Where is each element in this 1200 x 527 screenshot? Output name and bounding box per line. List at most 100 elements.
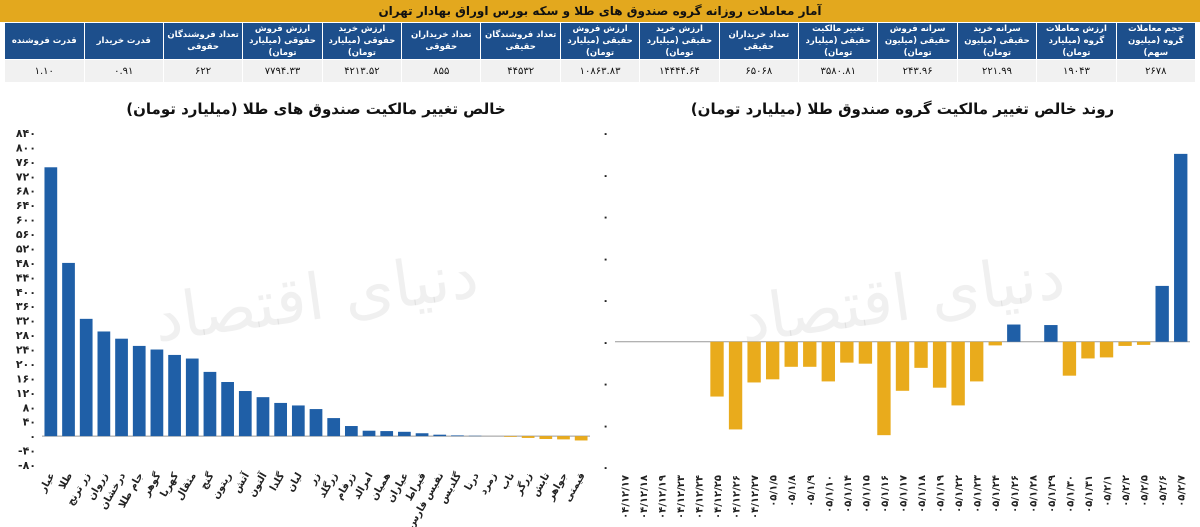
bar	[970, 341, 984, 382]
x-tick-label: ۰۵/۱/۱۵	[861, 475, 872, 513]
y-tick-label: ۲۴۰	[16, 344, 36, 357]
y-tick-label: ۳۶۰	[16, 300, 36, 313]
chart-title: روند خالص تغییر مالکیت گروه صندوق طلا (م…	[691, 100, 1114, 118]
y-tick-label: ۶۴۰	[16, 199, 36, 212]
bar	[574, 436, 588, 441]
y-tick-label: -۸۰	[18, 459, 36, 472]
x-tick-label: عیار	[37, 471, 57, 495]
bar	[840, 341, 854, 363]
x-tick-label: ۰۵/۱/۵	[769, 475, 780, 507]
column-header: ارزش خرید حقوقی (میلیارد تومان)	[321, 22, 403, 60]
x-tick-label: ۰۴/۱۲/۱۹	[657, 475, 668, 519]
y-tick-label: ۵۶۰	[16, 228, 36, 241]
x-tick-label: ۰۴/۱۲/۲۵	[713, 475, 724, 519]
table-cell: ۶۲۲	[162, 59, 244, 83]
bar	[327, 418, 341, 437]
bar	[504, 436, 517, 437]
bar	[1062, 341, 1077, 376]
column-header: حجم معاملات گروه (میلیون سهم)	[1115, 22, 1197, 60]
y-tick-label: ۳۲۰۰	[600, 169, 609, 182]
header-row: حجم معاملات گروه (میلیون سهم) ارزش معاملا…	[4, 22, 1197, 60]
bar	[803, 341, 817, 367]
bar	[1081, 341, 1095, 359]
table-cell: ۱.۱۰	[4, 59, 85, 83]
x-tick-label: ۰۵/۱/۲۴	[991, 475, 1002, 513]
table-cell: ۳۵۸۰.۸۱	[798, 59, 879, 83]
bar	[1136, 341, 1151, 345]
bar	[380, 431, 394, 437]
x-tick-label: ۰۴/۱۲/۲۴	[694, 475, 705, 519]
table-cell: ۷۷۹۴.۳۳	[242, 59, 323, 83]
y-tick-label: ۶۰۰	[16, 214, 36, 227]
column-header: سرانه فروش حقیقی (میلیون تومان)	[877, 22, 958, 60]
table-cell: ۱۴۴۴۴.۶۴	[639, 59, 720, 83]
column-header: ارزش فروش حقیقی (میلیارد تومان)	[559, 22, 641, 60]
y-tick-label: ۲۸۰	[16, 329, 36, 342]
y-tick-label: ۸۰	[23, 401, 36, 414]
x-tick-label: ۰۵/۱/۱۸	[917, 475, 928, 513]
x-tick-label: ۰۵/۱/۱۴	[843, 475, 854, 513]
y-tick-label: -۱۶۰۰	[600, 419, 609, 432]
x-tick-label: ۰۴/۱۲/۱۷	[620, 475, 631, 519]
y-tick-label: ۴۴۰	[16, 271, 36, 284]
x-tick-label: آلتون	[245, 470, 270, 500]
bar	[274, 402, 288, 437]
bar	[877, 341, 891, 436]
column-header: تعداد خریداران حقیقی	[718, 22, 800, 60]
y-tick-label: ۴۰۰	[16, 286, 36, 299]
x-tick-label: ۰۴/۱۲/۲۳	[676, 475, 687, 519]
y-tick-label: ۸۴۰	[16, 127, 36, 140]
bar	[728, 341, 743, 430]
bar	[914, 341, 928, 368]
x-tick-label: ۰۵/۱/۲۶	[1010, 475, 1021, 513]
y-tick-label: ۲۰۰	[16, 358, 36, 371]
column-header: ارزش خرید حقیقی (میلیارد تومان)	[639, 22, 720, 60]
x-tick-label: ۰۵/۲/۷	[1177, 475, 1188, 507]
bar	[451, 435, 464, 437]
y-tick-label: ۵۲۰	[16, 242, 36, 255]
x-tick-label: گنج	[197, 470, 217, 491]
bar	[238, 391, 252, 437]
table-body: ۲۶۷۸ ۱۹۰۴۳ ۲۲۱.۹۹ ۲۴۳.۹۶ ۳۵۸۰.۸۱ ۶۵۰۶۸ ۱۴۴۴۴.۶…	[4, 59, 1197, 83]
table-cell: ۲۲۱.۹۹	[956, 59, 1038, 83]
x-tick-label: ۰۵/۱/۹	[806, 475, 817, 507]
bar	[398, 431, 411, 437]
y-tick-label: ۷۲۰	[16, 170, 36, 183]
table-cell: ۴۲۱۳.۵۲	[321, 59, 403, 83]
y-tick-label: ۰	[602, 336, 609, 349]
bar	[1174, 153, 1188, 342]
x-tick-label: گلدا	[266, 470, 287, 493]
table-cell: ۸۵۵	[401, 59, 482, 83]
x-tick-label: ۰۵/۱/۱۰	[824, 475, 835, 513]
bar	[988, 341, 1002, 346]
bar	[256, 397, 270, 437]
bar	[344, 426, 358, 437]
bar	[747, 341, 761, 383]
x-tick-label: لیان	[285, 471, 305, 494]
bar	[1118, 341, 1132, 346]
y-tick-label: ۴۰۰۰	[600, 127, 609, 140]
x-tick-label: ۰۵/۱/۱۹	[936, 475, 947, 513]
y-tick-label: ۷۶۰	[16, 156, 36, 169]
table-cell: ۰.۹۱	[83, 59, 164, 83]
x-tick-label: ۰۵/۲/۲	[1121, 475, 1132, 507]
y-tick-label: -۸۰۰	[600, 378, 609, 391]
column-header: قدرت فروشنده	[4, 22, 85, 60]
y-tick-label: -۲۴۰۰	[600, 461, 609, 474]
bar	[784, 341, 798, 367]
stats-table: حجم معاملات گروه (میلیون سهم) ارزش معاملا…	[4, 22, 1197, 83]
bar	[557, 436, 570, 440]
table-cell: ۲۴۳.۹۶	[877, 59, 958, 83]
bar	[895, 341, 910, 391]
bar	[932, 341, 947, 388]
bar	[415, 433, 429, 437]
column-header: قدرت خریدار	[83, 22, 164, 60]
x-tick-label: ۰۴/۱۲/۲۶	[732, 475, 743, 519]
bar	[951, 341, 965, 406]
bar	[539, 436, 553, 440]
column-header: سرانه خرید حقیقی (میلیون تومان)	[956, 22, 1038, 60]
bar	[521, 436, 535, 438]
y-tick-label: ۱۶۰۰	[600, 252, 609, 265]
page-title: آمار معاملات روزانه گروه صندوق های طلا و…	[0, 0, 1200, 22]
bar	[710, 341, 724, 397]
